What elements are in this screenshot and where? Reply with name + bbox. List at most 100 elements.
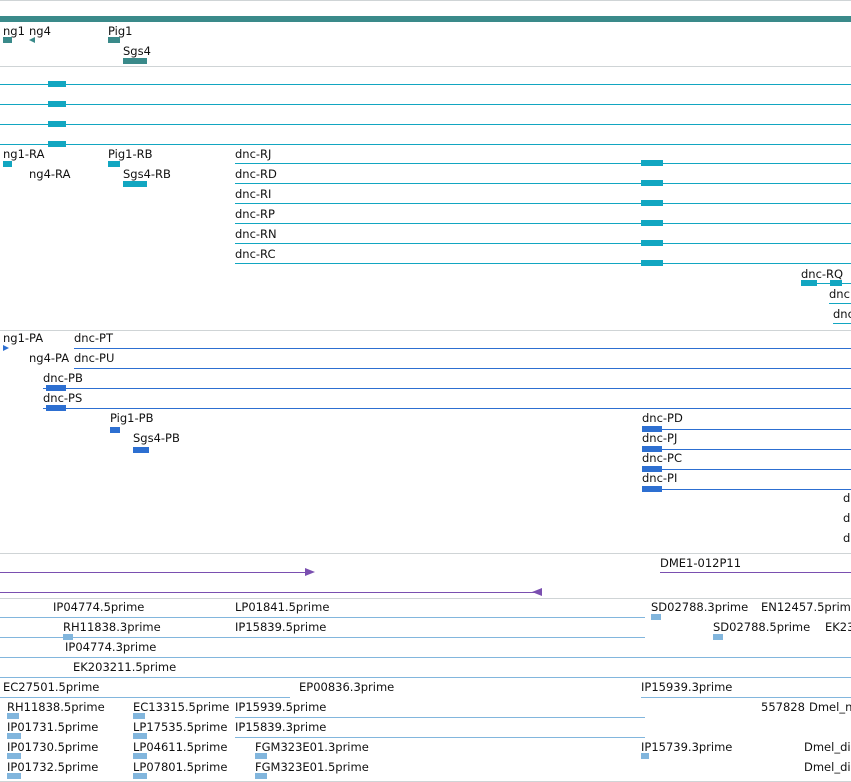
est-block[interactable] [651, 614, 661, 620]
est-label[interactable]: Dmel_ne [809, 700, 851, 714]
mrna-label-sgs4-rb[interactable]: Sgs4-RB [123, 167, 171, 181]
est-block[interactable] [7, 773, 21, 779]
clone-label-dme1-012p11[interactable]: DME1-012P11 [660, 556, 742, 570]
est-block[interactable] [641, 753, 649, 759]
mrna-exon[interactable] [641, 220, 663, 226]
protein-label-dnc-pj[interactable]: dnc-PJ [642, 431, 678, 445]
est-block[interactable] [133, 713, 145, 719]
mrna-label-dnc-rj[interactable]: dnc-RJ [235, 147, 272, 161]
est-block[interactable] [133, 733, 147, 739]
est-label[interactable]: FGM323E01.5prime [255, 760, 369, 774]
est-label[interactable]: IP04774.5prime [53, 600, 145, 614]
est-label[interactable]: IP15739.3prime [641, 740, 733, 754]
est-block[interactable] [7, 713, 19, 719]
mrna-label-dnc-rq[interactable]: dnc-RQ [801, 267, 844, 281]
protein-label-dnc-pu[interactable]: dnc-PU [74, 351, 115, 365]
protein-block[interactable] [642, 466, 662, 472]
mrna-exon[interactable] [641, 240, 663, 246]
protein-label-pig1-pb[interactable]: Pig1-PB [110, 411, 154, 425]
est-label[interactable]: IP15939.5prime [235, 700, 327, 714]
est-block[interactable] [63, 634, 73, 640]
gene-feature-pig1[interactable] [108, 37, 120, 43]
protein-label-ng4-pa[interactable]: ng4-PA [29, 351, 70, 365]
mrna-feature-pig1-rb[interactable] [108, 161, 120, 167]
mrna-label-dnc-partial[interactable]: dnc [829, 287, 850, 301]
est-label[interactable]: EK203211.5prime [73, 660, 177, 674]
protein-block[interactable] [46, 385, 66, 391]
gene-label-sgs4[interactable]: Sgs4 [123, 44, 151, 58]
protein-label-partial[interactable]: d [843, 491, 851, 505]
mrna-exon[interactable] [641, 200, 663, 206]
protein-label-dnc-pi[interactable]: dnc-PI [642, 471, 678, 485]
protein-label-dnc-pd[interactable]: dnc-PD [642, 411, 683, 425]
est-label[interactable]: EK23 [825, 620, 851, 634]
mrna-label-dnc-rp[interactable]: dnc-RP [235, 207, 275, 221]
est-label[interactable]: IP15839.5prime [235, 620, 327, 634]
mrna-exon[interactable] [48, 81, 66, 87]
est-block[interactable] [7, 753, 21, 759]
est-label[interactable]: LP01841.5prime [235, 600, 330, 614]
est-label[interactable]: IP01731.5prime [7, 720, 99, 734]
est-block[interactable] [713, 634, 723, 640]
mrna-exon[interactable] [641, 260, 663, 266]
est-block[interactable] [7, 733, 21, 739]
mrna-exon[interactable] [48, 101, 66, 107]
mrna-feature-sgs4-rb[interactable] [123, 181, 147, 187]
gene-label-pig1[interactable]: Pig1 [108, 24, 133, 38]
gene-feature-sgs4[interactable] [123, 58, 147, 64]
mrna-label-dnc-rn[interactable]: dnc-RN [235, 227, 277, 241]
mrna-label-ng4-ra[interactable]: ng4-RA [29, 167, 71, 181]
est-label[interactable]: IP04774.3prime [65, 640, 157, 654]
protein-block[interactable] [642, 486, 662, 492]
protein-label-sgs4-pb[interactable]: Sgs4-PB [133, 431, 180, 445]
est-label[interactable]: EN12457.5prime [761, 600, 851, 614]
est-label[interactable]: 557828 [761, 700, 805, 714]
protein-label-dnc-pc[interactable]: dnc-PC [642, 451, 683, 465]
protein-feature-sgs4-pb[interactable] [133, 447, 149, 453]
mrna-exon[interactable] [48, 121, 66, 127]
gene-label-ng4[interactable]: ng4 [29, 24, 51, 38]
est-label[interactable]: RH11838.5prime [7, 700, 105, 714]
protein-block[interactable] [642, 426, 662, 432]
est-label[interactable]: FGM323E01.3prime [255, 740, 369, 754]
protein-label-partial[interactable]: d [843, 531, 851, 545]
est-block[interactable] [133, 773, 147, 779]
mrna-label-pig1-rb[interactable]: Pig1-RB [108, 147, 153, 161]
mrna-exon[interactable] [641, 180, 663, 186]
est-block[interactable] [133, 753, 147, 759]
protein-block[interactable] [642, 446, 662, 452]
est-label[interactable]: IP15939.3prime [641, 680, 733, 694]
est-label[interactable]: SD02788.3prime [651, 600, 749, 614]
mrna-label-dnc-partial[interactable]: dnc [833, 307, 851, 321]
est-label[interactable]: EC13315.5prime [133, 700, 230, 714]
est-label[interactable]: Dmel_di [804, 740, 851, 754]
est-label[interactable]: EP00836.3prime [299, 680, 395, 694]
est-label[interactable]: IP01732.5prime [7, 760, 99, 774]
protein-label-dnc-ps[interactable]: dnc-PS [43, 391, 83, 405]
est-label[interactable]: LP04611.5prime [133, 740, 228, 754]
clone-end-marker[interactable] [532, 588, 542, 596]
est-label[interactable]: Dmel_di [804, 760, 851, 774]
est-block[interactable] [255, 773, 267, 779]
protein-block[interactable] [46, 405, 66, 411]
protein-label-ng1-pa[interactable]: ng1-PA [3, 331, 44, 345]
mrna-exon[interactable] [801, 280, 817, 286]
protein-feature-ng1-pa[interactable] [3, 345, 9, 351]
est-label[interactable]: LP07801.5prime [133, 760, 228, 774]
gene-label-ng1[interactable]: ng1 [3, 24, 25, 38]
est-label[interactable]: IP01730.5prime [7, 740, 99, 754]
mrna-exon[interactable] [641, 160, 663, 166]
mrna-exon[interactable] [48, 141, 66, 147]
mrna-exon[interactable] [830, 280, 842, 286]
mrna-feature-ng1-ra[interactable] [3, 161, 12, 167]
mrna-label-dnc-ri[interactable]: dnc-RI [235, 187, 272, 201]
protein-feature-pig1-pb[interactable] [110, 427, 120, 433]
est-label[interactable]: LP17535.5prime [133, 720, 228, 734]
est-label[interactable]: EC27501.5prime [3, 680, 100, 694]
protein-label-dnc-pt[interactable]: dnc-PT [74, 331, 114, 345]
est-label[interactable]: RH11838.3prime [63, 620, 161, 634]
est-label[interactable]: IP15839.3prime [235, 720, 327, 734]
est-label[interactable]: SD02788.5prime [713, 620, 811, 634]
mrna-label-dnc-rc[interactable]: dnc-RC [235, 247, 276, 261]
